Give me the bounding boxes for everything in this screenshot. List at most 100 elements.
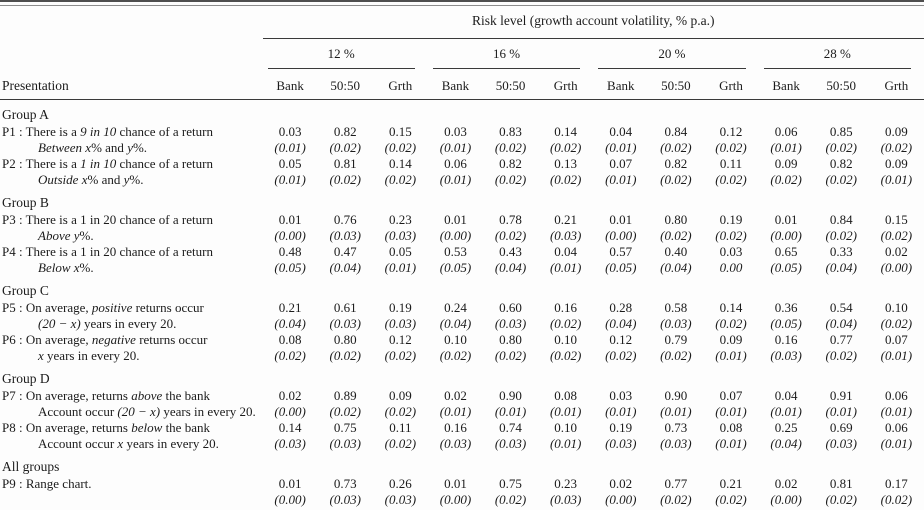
se-cell: (0.02) bbox=[329, 404, 361, 419]
sub-column-header: 50:50 bbox=[648, 69, 704, 100]
value-cell: 0.85 bbox=[829, 124, 853, 139]
value-cell: 0.01 bbox=[774, 212, 798, 227]
value-cell: 0.73 bbox=[333, 476, 357, 491]
se-cell: (0.01) bbox=[549, 404, 582, 419]
value-cell: 0.77 bbox=[829, 332, 853, 347]
se-cell: (0.04) bbox=[770, 436, 802, 451]
se-row: (20 − x) years in every 20. (0.04) (0.03) (… bbox=[0, 316, 924, 332]
value-cell: 0.60 bbox=[499, 300, 522, 315]
presentation-text-line2: (20 − x) years in every 20. bbox=[0, 316, 263, 332]
se-row: (0.00) (0.03) (0.03) (0.00) (0.02) (0.03) (0.0… bbox=[0, 492, 924, 508]
value-cell: 0.06 bbox=[885, 388, 908, 403]
se-cell: (0.02) bbox=[715, 316, 747, 331]
text: chance of a return bbox=[116, 156, 213, 171]
se-cell: (0.03) bbox=[384, 228, 417, 243]
se-cell: (0.02) bbox=[549, 140, 582, 155]
value-cell: 0.11 bbox=[389, 420, 412, 435]
se-cell: (0.01) bbox=[439, 140, 472, 155]
value-cell: 0.91 bbox=[829, 388, 853, 403]
se-cell: (0.02) bbox=[880, 228, 913, 243]
se-cell: (0.02) bbox=[715, 172, 747, 187]
value-cell: 0.26 bbox=[388, 476, 412, 491]
value-cell: 0.80 bbox=[499, 332, 522, 347]
presentation-text-line2 bbox=[0, 492, 263, 508]
se-row: Above y%. (0.00) (0.03) (0.03) (0.00) (0.02) (… bbox=[0, 228, 924, 244]
value-cell: 0.84 bbox=[829, 212, 853, 227]
se-cell: (0.02) bbox=[660, 492, 692, 507]
text: On average, returns bbox=[25, 388, 132, 403]
se-cell: (0.03) bbox=[494, 316, 527, 331]
presentation-text-line2: Outside x% and y%. bbox=[0, 172, 263, 188]
presentation-text-line1: P6 : On average, negative returns occur bbox=[0, 332, 263, 348]
group-header-row: Group C bbox=[0, 276, 924, 300]
se-cell: (0.02) bbox=[384, 404, 417, 419]
value-cell: 0.03 bbox=[719, 244, 743, 259]
presentation-header: Presentation bbox=[0, 69, 263, 100]
value-cell: 0.02 bbox=[278, 388, 302, 403]
presentation-id: P8 : bbox=[2, 420, 26, 435]
table-title: Risk level (growth account volatility, %… bbox=[262, 6, 924, 39]
value-cell: 0.01 bbox=[278, 212, 302, 227]
value-cell: 0.80 bbox=[664, 212, 688, 227]
value-cell: 0.75 bbox=[499, 476, 522, 491]
se-cell: (0.00) bbox=[274, 228, 306, 243]
se-cell: (0.01) bbox=[660, 404, 692, 419]
value-cell: 0.11 bbox=[719, 156, 743, 171]
value-cell: 0.77 bbox=[664, 476, 688, 491]
risk-level-header: 16 % bbox=[432, 46, 581, 69]
group-label: Group A bbox=[2, 107, 49, 122]
risk-level-header: 12 % bbox=[267, 46, 415, 69]
se-cell: (0.03) bbox=[329, 316, 361, 331]
text: On average, returns bbox=[25, 420, 132, 435]
se-cell: (0.02) bbox=[825, 348, 857, 363]
se-cell: (0.02) bbox=[384, 140, 417, 155]
se-cell: (0.02) bbox=[715, 228, 747, 243]
value-cell: 0.21 bbox=[278, 300, 302, 315]
se-cell: (0.02) bbox=[439, 348, 472, 363]
value-cell: 0.17 bbox=[885, 476, 908, 491]
value-cell: 0.05 bbox=[388, 244, 412, 259]
se-cell: (0.04) bbox=[494, 260, 527, 275]
sub-column-header: Bank bbox=[758, 69, 814, 100]
italic-text: y bbox=[73, 228, 80, 243]
se-cell: (0.01) bbox=[274, 172, 306, 187]
italic-text: 1 in 10 bbox=[80, 156, 117, 171]
se-cell: (0.02) bbox=[880, 140, 913, 155]
se-cell: (0.01) bbox=[549, 436, 582, 451]
se-cell: (0.00) bbox=[439, 492, 472, 507]
text: % and bbox=[87, 172, 124, 187]
value-cell: 0.04 bbox=[554, 244, 578, 259]
se-cell: (0.02) bbox=[770, 172, 802, 187]
italic-text: x bbox=[73, 260, 80, 275]
presentation-id: P1 : bbox=[2, 124, 26, 139]
value-cell: 0.09 bbox=[885, 124, 908, 139]
se-cell: (0.01) bbox=[605, 404, 637, 419]
se-cell: (0.01) bbox=[880, 348, 913, 363]
italic-text: x bbox=[117, 436, 124, 451]
se-cell: (0.02) bbox=[715, 492, 747, 507]
top-double-rule bbox=[0, 0, 924, 6]
value-cell: 0.08 bbox=[719, 420, 743, 435]
value-cell: 0.80 bbox=[333, 332, 357, 347]
italic-text: negative bbox=[91, 332, 136, 347]
value-cell: 0.28 bbox=[609, 300, 633, 315]
se-cell: (0.04) bbox=[825, 260, 857, 275]
value-cell: 0.83 bbox=[499, 124, 522, 139]
se-cell: (0.01) bbox=[715, 436, 747, 451]
group-header-row: Group A bbox=[0, 100, 924, 125]
presentation-id: P6 : bbox=[2, 332, 26, 347]
se-cell: (0.04) bbox=[329, 260, 361, 275]
se-cell: (0.01) bbox=[439, 172, 472, 187]
presentation-text-line1: P1 : There is a 9 in 10 chance of a retu… bbox=[0, 124, 263, 140]
se-cell: (0.01) bbox=[274, 140, 306, 155]
value-row: P2 : There is a 1 in 10 chance of a retu… bbox=[0, 156, 924, 172]
value-cell: 0.61 bbox=[333, 300, 357, 315]
sub-column-header: Bank bbox=[262, 69, 318, 100]
italic-text: Above bbox=[38, 228, 71, 243]
value-cell: 0.08 bbox=[554, 388, 578, 403]
table-body: Group A P1 : There is a 9 in 10 chance of… bbox=[0, 100, 924, 509]
se-cell: (0.01) bbox=[494, 404, 527, 419]
title-row: Risk level (growth account volatility, %… bbox=[0, 6, 924, 39]
results-table: Risk level (growth account volatility, %… bbox=[0, 6, 924, 508]
value-cell: 0.82 bbox=[499, 156, 522, 171]
